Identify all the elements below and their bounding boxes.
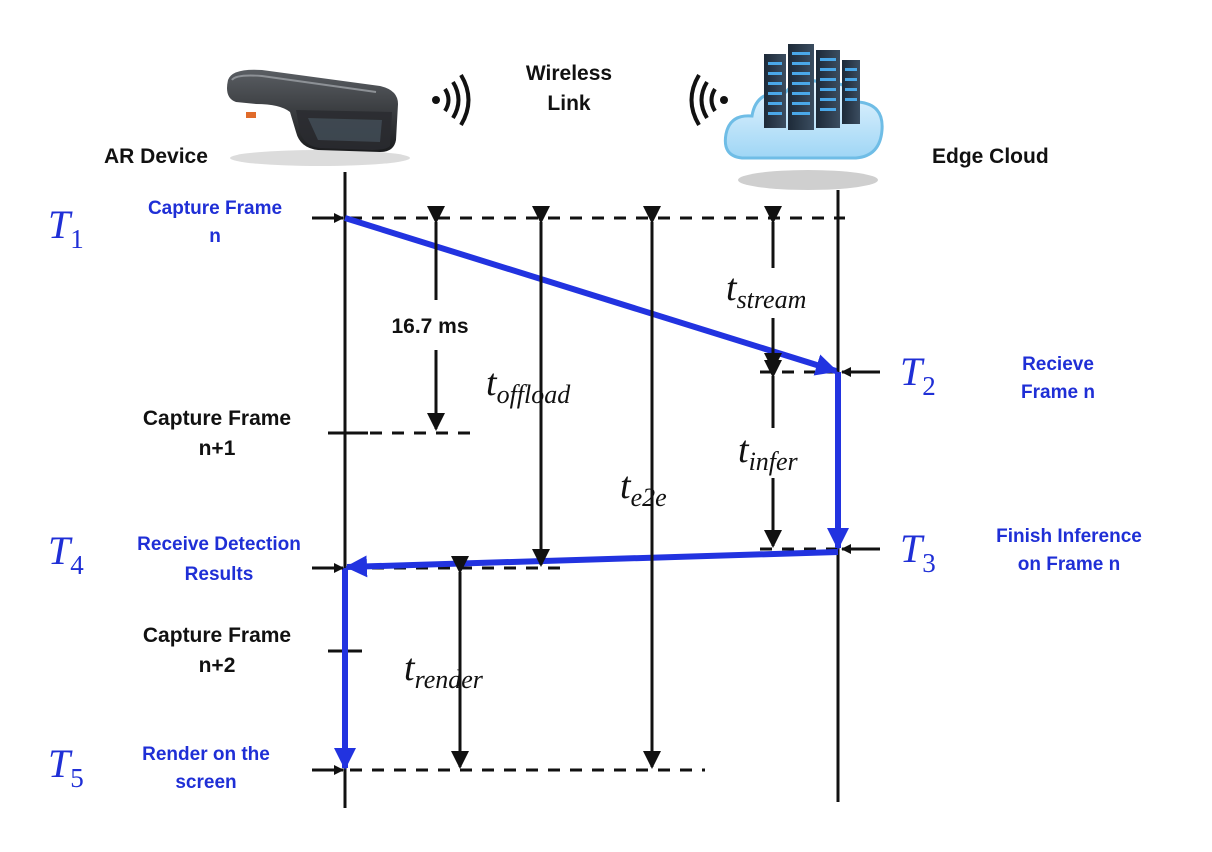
capture-n1-label-line2: n+1 xyxy=(199,437,236,460)
frame-interval-label: 16.7 ms xyxy=(391,315,468,338)
wireless-link-label-line2: Link xyxy=(547,92,590,115)
t3-label-line2: on Frame n xyxy=(1018,554,1120,575)
t4-label-line1: Receive Detection xyxy=(137,534,301,555)
e2e-interval-label: te2e xyxy=(620,465,667,512)
frame-upload-arrow xyxy=(344,215,838,376)
t1-marker: T1 xyxy=(48,202,84,254)
t4-marker: T4 xyxy=(48,528,84,580)
infer-interval-label: tinfer xyxy=(738,429,799,476)
render-interval-label: trender xyxy=(404,647,484,694)
capture-n2-label-line2: n+2 xyxy=(199,654,236,677)
t2-label-line2: Frame n xyxy=(1021,382,1095,403)
t3-label-line1: Finish Inference xyxy=(996,526,1142,547)
wireless-signal-right-icon xyxy=(432,73,471,127)
stream-interval-label: tstream xyxy=(726,267,806,314)
t2-marker: T2 xyxy=(900,349,936,401)
results-return-arrow xyxy=(345,549,839,578)
capture-n1-label-line1: Capture Frame xyxy=(143,407,291,430)
wireless-signal-left-icon xyxy=(689,73,728,127)
server-cloud-icon xyxy=(723,44,884,190)
t3-marker: T3 xyxy=(900,526,936,578)
capture-n2-label-line1: Capture Frame xyxy=(143,624,291,647)
t1-label-line2: n xyxy=(209,226,221,247)
ar-device-label: AR Device xyxy=(104,145,208,168)
offload-interval-label: toffload xyxy=(486,362,571,409)
t4-label-line2: Results xyxy=(185,564,254,585)
edge-cloud-label: Edge Cloud xyxy=(932,145,1049,168)
ar-headset-icon xyxy=(227,69,410,166)
t2-label-line1: Recieve xyxy=(1022,354,1094,375)
wireless-link-label-line1: Wireless xyxy=(526,62,612,85)
t5-label-line2: screen xyxy=(175,772,236,793)
t1-label-line1: Capture Frame xyxy=(148,198,282,219)
t5-marker: T5 xyxy=(48,741,84,793)
t5-label-line1: Render on the xyxy=(142,744,270,765)
